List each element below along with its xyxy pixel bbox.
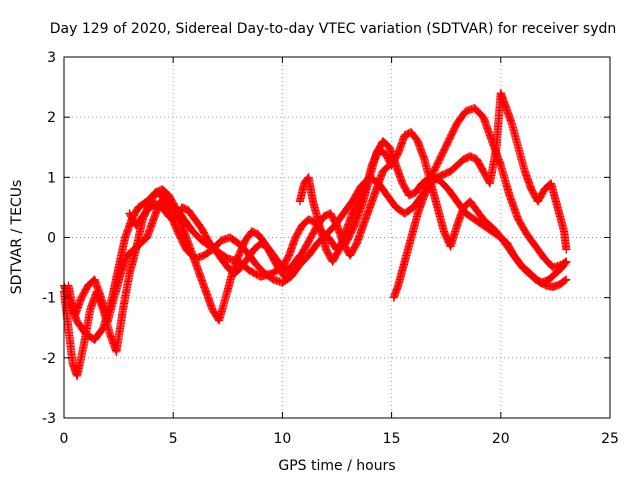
- data-point: [562, 257, 571, 266]
- data-point: [561, 258, 570, 267]
- data-point: [561, 276, 570, 285]
- data-point: [295, 251, 304, 260]
- chart-title: Day 129 of 2020, Sidereal Day-to-day VTE…: [50, 21, 617, 37]
- data-point: [294, 252, 303, 261]
- x-tick-labels: 0 5 10 15 20 25: [60, 431, 619, 447]
- x-tick-label: 15: [383, 431, 401, 447]
- y-tick-label: -3: [42, 411, 56, 427]
- y-tick-label: 3: [47, 50, 56, 66]
- axis-ticks: [63, 56, 611, 419]
- series-track-f: [125, 200, 304, 278]
- y-tick-label: 2: [47, 110, 56, 126]
- data-point: [562, 245, 571, 254]
- x-axis-label: GPS time / hours: [278, 458, 395, 474]
- x-tick-label: 5: [169, 431, 178, 447]
- y-tick-label: -1: [42, 291, 56, 307]
- data-marks: [59, 89, 571, 380]
- series-track-d: [389, 89, 571, 302]
- y-tick-labels: -3 -2 -1 0 1 2 3: [42, 50, 56, 427]
- x-tick-label: 0: [60, 431, 69, 447]
- y-tick-label: -2: [42, 351, 56, 367]
- series-track-e: [295, 128, 571, 287]
- x-tick-label: 20: [492, 431, 510, 447]
- y-axis-label: SDTVAR / TECUs: [9, 180, 25, 295]
- y-tick-label: 1: [47, 170, 56, 186]
- data-point: [562, 275, 571, 284]
- y-tick-label: 0: [47, 231, 56, 247]
- x-tick-label: 25: [601, 431, 619, 447]
- x-tick-label: 10: [273, 431, 291, 447]
